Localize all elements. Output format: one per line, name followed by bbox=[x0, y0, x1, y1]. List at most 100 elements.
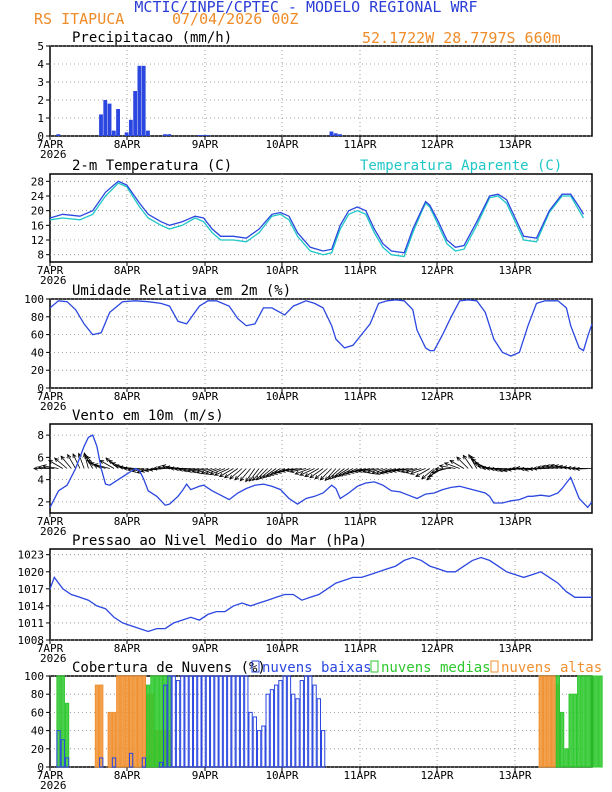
wind-arrow bbox=[358, 468, 375, 472]
pressure-ytick-label: 1011 bbox=[18, 617, 45, 630]
wind-arrowhead bbox=[165, 465, 171, 470]
temperature-series-line bbox=[49, 182, 585, 258]
humidity-title: Umidade Relativa em 2m (%) bbox=[72, 283, 291, 299]
wind-arrow bbox=[314, 468, 328, 480]
wind-arrow bbox=[38, 466, 55, 469]
precip-bar bbox=[205, 135, 210, 136]
wind-arrowhead bbox=[545, 464, 551, 469]
clouds-bar-baixas bbox=[180, 675, 185, 768]
wind-arrow bbox=[354, 468, 371, 473]
precip-bar bbox=[146, 130, 150, 136]
wind-arrowhead bbox=[532, 466, 538, 471]
clouds-bar-baixas bbox=[227, 675, 232, 768]
wind-arrow bbox=[192, 468, 208, 473]
clouds-bar-baixas bbox=[316, 698, 321, 768]
wind-arrowhead bbox=[173, 466, 179, 472]
precip-year-label: 2026 bbox=[40, 148, 67, 161]
precip-bar bbox=[128, 119, 133, 136]
temperature-title: 2-m Temperatura (C) bbox=[72, 158, 232, 174]
wind-arrowhead bbox=[391, 468, 397, 473]
wind-arrowhead bbox=[107, 460, 113, 465]
wind-arrow bbox=[388, 468, 405, 473]
wind-arrowhead bbox=[105, 457, 110, 463]
wind-arrow bbox=[234, 468, 247, 481]
wind-arrow bbox=[132, 468, 149, 472]
clouds-bar-medias bbox=[581, 675, 586, 768]
wind-arrowhead bbox=[383, 469, 389, 474]
pressure-ytick-label: 1020 bbox=[18, 566, 45, 579]
clouds-bar-baixas bbox=[244, 675, 249, 768]
clouds-bar-baixas bbox=[256, 730, 262, 768]
humidity-ytick-label: 20 bbox=[31, 364, 44, 377]
precip-bar bbox=[197, 135, 202, 136]
pressure-ytick-label: 1017 bbox=[18, 583, 45, 596]
clouds-bar-baixas bbox=[171, 675, 176, 768]
wind-arrowhead bbox=[541, 464, 546, 469]
precip-bar bbox=[133, 91, 138, 136]
clouds-bar-baixas bbox=[299, 680, 304, 768]
wind-arrow bbox=[78, 453, 85, 469]
wind-arrow bbox=[331, 468, 345, 479]
wind-arrowhead bbox=[327, 475, 333, 480]
wind-ytick-label: 4 bbox=[37, 474, 44, 487]
wind-arrowhead bbox=[566, 465, 572, 471]
clouds-bar-altas bbox=[538, 675, 543, 768]
clouds-bar-medias bbox=[146, 684, 151, 768]
wind-arrowhead bbox=[156, 465, 162, 470]
precip-bar bbox=[333, 133, 338, 136]
wind-arrow bbox=[94, 463, 110, 469]
precip-ytick-label: 2 bbox=[37, 94, 44, 107]
wind-arrowhead bbox=[209, 471, 215, 476]
clouds-bar-baixas bbox=[321, 730, 326, 768]
wind-arrowhead bbox=[502, 468, 508, 473]
clouds-bar-baixas bbox=[111, 757, 117, 768]
wind-arrowhead bbox=[345, 470, 351, 475]
temperature-year-label: 2026 bbox=[40, 274, 67, 287]
pressure-series-line bbox=[49, 556, 592, 633]
wind-arrowhead bbox=[404, 469, 410, 474]
wind-arrowhead bbox=[140, 468, 145, 473]
wind-title: Vento em 10m (m/s) bbox=[72, 408, 224, 424]
wind-arrow bbox=[342, 468, 358, 476]
wind-arrowhead bbox=[89, 462, 95, 467]
clouds-bar-medias bbox=[555, 675, 560, 768]
wind-arrowhead bbox=[37, 465, 43, 470]
wind-arrow bbox=[239, 468, 251, 482]
wind-arrow bbox=[174, 468, 191, 470]
wind-arrowhead bbox=[438, 464, 444, 469]
wind-arrowhead bbox=[67, 453, 72, 459]
wind-arrow bbox=[209, 468, 226, 475]
clouds-bar-baixas bbox=[291, 693, 296, 768]
clouds-bar-medias bbox=[150, 675, 155, 768]
clouds-bar-altas bbox=[551, 675, 556, 768]
wind-arrowhead bbox=[248, 477, 254, 482]
precip-bar bbox=[201, 135, 206, 136]
wind-arrowhead bbox=[60, 455, 65, 461]
precip-day-label: 12APR bbox=[420, 138, 453, 151]
clouds-day-label: 12APR bbox=[420, 769, 453, 782]
wind-arrowhead bbox=[273, 470, 278, 475]
precip-frame bbox=[49, 45, 593, 137]
wind-arrowhead bbox=[341, 471, 347, 476]
wind-arrowhead bbox=[528, 466, 533, 472]
wind-arrow bbox=[435, 468, 452, 470]
humidity-day-label: 9APR bbox=[192, 390, 219, 403]
wind-arrowhead bbox=[269, 471, 275, 476]
humidity-day-label: 12APR bbox=[420, 390, 453, 403]
precip-day-label: 8APR bbox=[114, 138, 141, 151]
precip-title: Precipitacao (mm/h) bbox=[72, 30, 232, 46]
pressure-day-label: 7APR bbox=[37, 642, 64, 655]
precip-bar bbox=[99, 114, 103, 136]
wind-arrowhead bbox=[470, 455, 475, 461]
wind-day-label: 11APR bbox=[343, 515, 376, 528]
pressure-ytick-label: 1023 bbox=[18, 549, 45, 562]
header-run-date: 07/04/2026 00Z bbox=[172, 10, 299, 28]
wind-arrow bbox=[179, 468, 196, 471]
wind-arrowhead bbox=[443, 462, 449, 467]
clouds-bar-baixas bbox=[56, 730, 61, 768]
wind-arrowhead bbox=[426, 475, 431, 481]
temperature-legend: Temperatura Aparente (C) bbox=[360, 158, 562, 174]
wind-arrowhead bbox=[375, 470, 381, 475]
wind-arrowhead bbox=[362, 469, 367, 474]
